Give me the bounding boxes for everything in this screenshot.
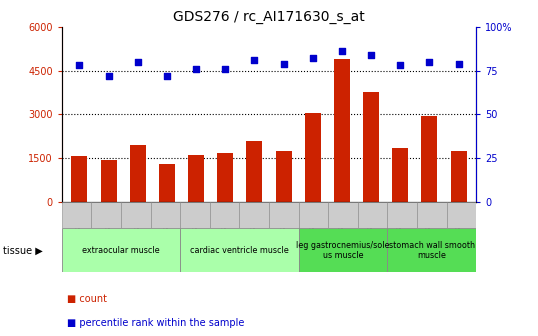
Bar <box>62 228 180 272</box>
Bar <box>305 113 321 202</box>
Bar <box>299 202 328 228</box>
Text: cardiac ventricle muscle: cardiac ventricle muscle <box>190 246 289 255</box>
Point <box>425 59 434 65</box>
Point <box>192 66 200 72</box>
Bar <box>269 202 299 228</box>
Bar <box>417 202 447 228</box>
Text: ■ percentile rank within the sample: ■ percentile rank within the sample <box>67 318 245 328</box>
Bar <box>180 228 299 272</box>
Bar <box>159 164 175 202</box>
Bar <box>299 228 387 272</box>
Text: stomach wall smooth
muscle: stomach wall smooth muscle <box>389 241 475 260</box>
Bar <box>387 228 476 272</box>
Point <box>338 49 346 54</box>
Bar <box>334 59 350 202</box>
Bar <box>451 151 466 202</box>
Bar <box>121 202 151 228</box>
Point <box>250 57 259 63</box>
Bar <box>239 202 269 228</box>
Text: leg gastrocnemius/sole
us muscle: leg gastrocnemius/sole us muscle <box>296 241 390 260</box>
Point <box>221 66 230 72</box>
Point <box>308 56 317 61</box>
Bar <box>72 156 87 202</box>
Bar <box>421 116 437 202</box>
Point <box>75 62 84 68</box>
Point <box>279 61 288 66</box>
Bar <box>210 202 239 228</box>
Bar <box>217 153 233 202</box>
Bar <box>62 202 91 228</box>
Bar <box>392 148 408 202</box>
Bar <box>246 141 263 202</box>
Text: extraocular muscle: extraocular muscle <box>82 246 160 255</box>
Bar <box>180 202 210 228</box>
Point <box>367 52 376 57</box>
Text: tissue ▶: tissue ▶ <box>3 245 43 255</box>
Bar <box>130 144 146 202</box>
Point <box>162 73 171 79</box>
Bar <box>387 202 417 228</box>
Bar <box>188 155 204 202</box>
Bar <box>101 160 117 202</box>
Title: GDS276 / rc_AI171630_s_at: GDS276 / rc_AI171630_s_at <box>173 10 365 25</box>
Bar <box>363 92 379 202</box>
Point <box>104 73 113 79</box>
Bar <box>358 202 387 228</box>
Bar <box>275 151 292 202</box>
Point <box>396 62 405 68</box>
Bar <box>91 202 121 228</box>
Bar <box>151 202 180 228</box>
Point <box>454 61 463 66</box>
Text: ■ count: ■ count <box>67 294 107 304</box>
Bar <box>328 202 358 228</box>
Point <box>133 59 142 65</box>
Bar <box>447 202 476 228</box>
